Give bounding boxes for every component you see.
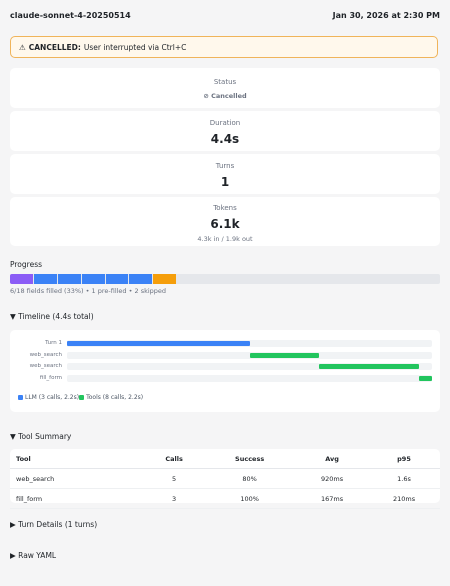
tokens-label: Tokens [213, 204, 237, 212]
model-name: claude-sonnet-4-20250514 [10, 10, 131, 20]
tool-summary-panel: Tool Calls Success Avg p95 web_search 5 80% 920… [10, 449, 440, 509]
progress-segment-filled [81, 274, 105, 284]
table-cell: 920ms [296, 468, 369, 489]
timeline-row-label: web_search [29, 363, 62, 369]
banner-message: User interrupted via Ctrl+C [83, 42, 187, 52]
cancelled-banner: ⚠ CANCELLED: User interrupted via Ctrl+C [10, 36, 438, 58]
turns-value: 1 [220, 175, 230, 189]
turns-label: Turns [215, 162, 235, 170]
timeline-row: web_search [10, 351, 440, 359]
header: claude-sonnet-4-20250514 Jan 30, 2026 at… [0, 0, 450, 30]
column-header: Avg [296, 449, 369, 469]
table-cell: web_search [10, 468, 146, 489]
duration-value: 4.4s [210, 132, 240, 146]
progress-segment-filled [33, 274, 57, 284]
warning-icon: ⚠ [19, 42, 26, 52]
progress-segment-filled [57, 274, 81, 284]
table-cell: fill_form [10, 488, 146, 509]
progress-segment-prefilled [10, 274, 33, 284]
table-cell: 3 [145, 488, 204, 509]
timeline-legend: LLM (3 calls, 2.2s) Tools (8 calls, 2.2s… [18, 394, 143, 401]
status-card: Status ⊘ Cancelled [10, 68, 440, 108]
tokens-value: 6.1k [210, 217, 240, 231]
column-header: Calls [145, 449, 204, 469]
timeline-panel: Turn 1 web_search web_search fill_form LLM … [10, 330, 440, 412]
timeline-track [67, 374, 432, 382]
table-cell: 5 [145, 468, 204, 489]
table-cell: 1.6s [368, 468, 440, 489]
progress-segment-filled [105, 274, 129, 284]
tools-legend-swatch [79, 395, 85, 400]
status-value: ⊘ Cancelled [203, 92, 247, 100]
timeline-bar [67, 341, 250, 346]
progress-segment-filled [129, 274, 153, 284]
timeline-track [67, 351, 432, 359]
banner-status: CANCELLED: [28, 42, 81, 52]
tokens-detail: 4.3k in / 1.9k out [197, 235, 253, 243]
progress-title: Progress [10, 260, 43, 269]
timeline-row-label: web_search [29, 351, 62, 358]
table-cell: 100% [203, 488, 297, 509]
llm-legend-swatch [18, 395, 23, 400]
timeline-row: Turn 1 [10, 340, 440, 347]
timeline-toggle[interactable]: ▼ Timeline (4.4s total) [10, 312, 94, 321]
timeline-bar [419, 375, 432, 381]
timeline-bar [249, 352, 319, 358]
progress-text: 6/18 fields filled (33%) • 1 pre-filled … [10, 287, 167, 295]
table-cell: 80% [203, 468, 297, 489]
timeline-track [67, 340, 432, 347]
timeline-row-label: fill_form [39, 374, 62, 381]
timeline-row: fill_form [10, 374, 440, 382]
table-header-row: Tool Calls Success Avg p95 [10, 449, 440, 469]
tool-summary-table: Tool Calls Success Avg p95 web_search 5 80% 920… [10, 449, 440, 509]
duration-card: Duration 4.4s [10, 111, 440, 151]
timeline-row: web_search [10, 363, 440, 370]
llm-legend-label: LLM (3 calls, 2.2s) [25, 394, 80, 401]
column-header: Success [203, 449, 297, 469]
progress-bar [10, 274, 440, 284]
turns-card: Turns 1 [10, 154, 440, 194]
column-header: p95 [368, 449, 440, 469]
table-row: web_search 5 80% 920ms 1.6s [10, 468, 440, 489]
tool-summary-toggle[interactable]: ▼ Tool Summary [10, 432, 72, 441]
raw-yaml-toggle[interactable]: ▶ Raw YAML [10, 551, 57, 560]
table-cell: 210ms [368, 488, 440, 509]
progress-segment-skipped [153, 274, 177, 284]
timestamp: Jan 30, 2026 at 2:30 PM [332, 10, 440, 20]
duration-label: Duration [209, 119, 241, 127]
tools-legend-label: Tools (8 calls, 2.2s) [86, 394, 144, 401]
timeline-bar [318, 364, 420, 369]
column-header: Tool [10, 449, 146, 469]
turn-details-toggle[interactable]: ▶ Turn Details (1 turns) [10, 520, 98, 529]
tokens-card: Tokens 6.1k 4.3k in / 1.9k out [10, 197, 440, 246]
timeline-row-label: Turn 1 [45, 340, 62, 346]
table-row: fill_form 3 100% 167ms 210ms [10, 488, 440, 509]
table-cell: 167ms [296, 488, 369, 509]
timeline-track [67, 363, 432, 370]
status-label: Status [213, 78, 237, 86]
